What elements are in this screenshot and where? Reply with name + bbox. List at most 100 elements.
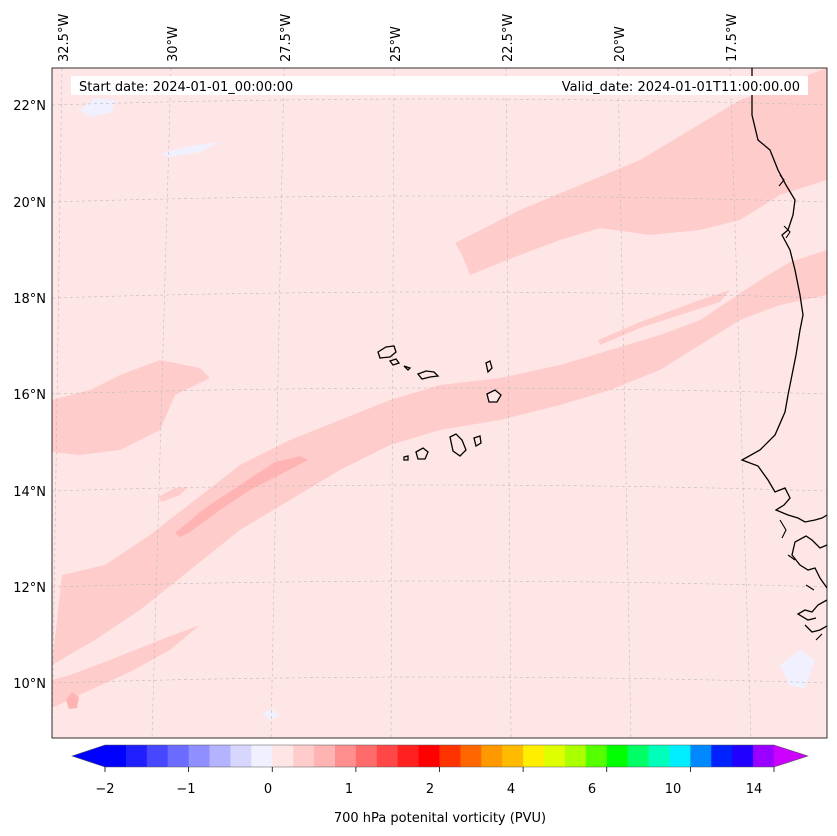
- colorbar-cell: [334, 745, 357, 767]
- colorbar-cell: [669, 745, 691, 767]
- island-sao-nicolau: [416, 370, 440, 380]
- colorbar-cell: [376, 745, 399, 767]
- west-africa-coastline: [740, 68, 827, 633]
- pv-negative-patch-1: [80, 98, 115, 117]
- colorbar-cell: [606, 745, 629, 767]
- parallel-line: [52, 291, 827, 299]
- lon-label-22-5w: 22.5°W: [501, 14, 516, 62]
- longitude-labels: 32.5°W 30°W 27.5°W 25°W 22.5°W 20°W 17.5…: [57, 14, 740, 62]
- colorbar-cell: [314, 745, 336, 767]
- lon-label-30w: 30°W: [166, 26, 181, 62]
- graticule: [52, 68, 827, 738]
- lat-label-10n: 10°N: [13, 677, 46, 692]
- parallel-line: [52, 98, 827, 106]
- island-sal: [485, 360, 493, 374]
- parallel-line: [52, 387, 827, 395]
- pv-contour-northeast-band: [455, 68, 827, 275]
- colorbar-cell: [711, 745, 733, 767]
- island-sao-vicente: [388, 358, 401, 366]
- colorbar-cell: [481, 745, 503, 767]
- cb-tick-label-14: 14: [746, 782, 763, 797]
- colorbar-cell: [293, 745, 315, 767]
- parallel-line: [52, 195, 827, 203]
- colorbar-cell: [523, 745, 545, 767]
- colorbar-tick-labels: −2 −1 0 1 2 4 6 10 14: [95, 782, 762, 797]
- lon-label-25w: 25°W: [389, 26, 404, 62]
- lon-label-20w: 20°W: [613, 26, 628, 62]
- parallel-line: [52, 580, 827, 588]
- cb-tick-label-0: 0: [264, 782, 272, 797]
- colorbar-cell: [544, 745, 566, 767]
- map-frame: [51, 67, 828, 739]
- colorbar-cell: [502, 745, 524, 767]
- colorbar-cell: [105, 745, 127, 767]
- colorbar-cell: [439, 745, 461, 767]
- island-brava: [403, 455, 409, 461]
- colorbar-cell: [188, 745, 211, 767]
- colorbar-cell: [627, 745, 650, 767]
- pv-negative-patch-4: [262, 709, 280, 720]
- colorbar-cells: [105, 745, 775, 767]
- pv-contour-west-lobe: [52, 360, 210, 455]
- colorbar-cell: [355, 745, 378, 767]
- cb-tick-label-neg1: −1: [176, 782, 195, 797]
- colorbar-cell: [272, 745, 294, 767]
- pv-contour-south-tail: [52, 625, 200, 708]
- parallel-line: [52, 676, 827, 684]
- island-maio: [473, 435, 482, 448]
- pv-contour-core: [175, 456, 308, 537]
- lon-label-32-5w: 32.5°W: [57, 14, 72, 62]
- colorbar: −2 −1 0 1 2 4 6 10 14 700 hPa potenital …: [71, 744, 809, 826]
- date-info-box: [71, 76, 808, 95]
- colorbar-cell: [230, 745, 252, 767]
- lon-label-27-5w: 27.5°W: [279, 14, 294, 62]
- colorbar-cell: [397, 745, 420, 767]
- valid-date-text: Valid_date: 2024-01-01T11:00:00.00: [562, 80, 800, 95]
- colorbar-cell: [251, 745, 273, 767]
- lon-label-17-5w: 17.5°W: [725, 14, 740, 62]
- pv-contour-mid-streak: [598, 290, 730, 345]
- cape-verde-islands: [377, 345, 502, 461]
- pv-negative-patch-2: [160, 142, 220, 157]
- west-africa-coastline-inlets: [778, 174, 823, 641]
- start-date-text: Start date: 2024-01-01_00:00:00: [79, 80, 293, 95]
- cb-tick-label-neg2: −2: [95, 782, 114, 797]
- pv-negative-patch-3: [780, 650, 815, 688]
- lat-label-12n: 12°N: [13, 581, 46, 596]
- latitude-labels: 22°N 20°N 18°N 16°N 14°N 12°N 10°N: [13, 99, 46, 692]
- lat-label-22n: 22°N: [13, 99, 46, 114]
- lat-label-16n: 16°N: [13, 388, 46, 403]
- colorbar-cell: [648, 745, 670, 767]
- cb-tick-label-10: 10: [665, 782, 682, 797]
- colorbar-cell: [460, 745, 482, 767]
- pv-contour-small-patch: [158, 487, 188, 502]
- island-boa-vista: [486, 389, 502, 403]
- map-area: [52, 68, 827, 738]
- colorbar-cell: [146, 745, 169, 767]
- colorbar-cell: [564, 745, 587, 767]
- island-santiago: [449, 433, 467, 457]
- colorbar-cell: [209, 745, 231, 767]
- island-santo-antao: [377, 345, 397, 359]
- pv-contour-core-dot: [66, 692, 79, 709]
- colorbar-cell: [167, 745, 190, 767]
- colorbar-cell: [125, 745, 148, 767]
- island-santa-luzia: [403, 365, 412, 371]
- parallel-line: [52, 484, 827, 492]
- cb-tick-label-4: 4: [507, 782, 515, 797]
- colorbar-cell: [418, 745, 440, 767]
- island-fogo: [415, 447, 429, 460]
- colorbar-label: 700 hPa potenital vorticity (PVU): [334, 811, 546, 826]
- colorbar-extend-low: [72, 745, 105, 767]
- colorbar-ticks: [104, 767, 775, 772]
- colorbar-cell: [690, 745, 712, 767]
- colorbar-cell: [585, 745, 608, 767]
- cb-tick-label-6: 6: [588, 782, 596, 797]
- lat-label-14n: 14°N: [13, 485, 46, 500]
- cb-tick-label-2: 2: [426, 782, 434, 797]
- colorbar-cell: [732, 745, 754, 767]
- colorbar-cell: [753, 745, 775, 767]
- colorbar-extend-high: [774, 745, 808, 767]
- lat-label-20n: 20°N: [13, 196, 46, 211]
